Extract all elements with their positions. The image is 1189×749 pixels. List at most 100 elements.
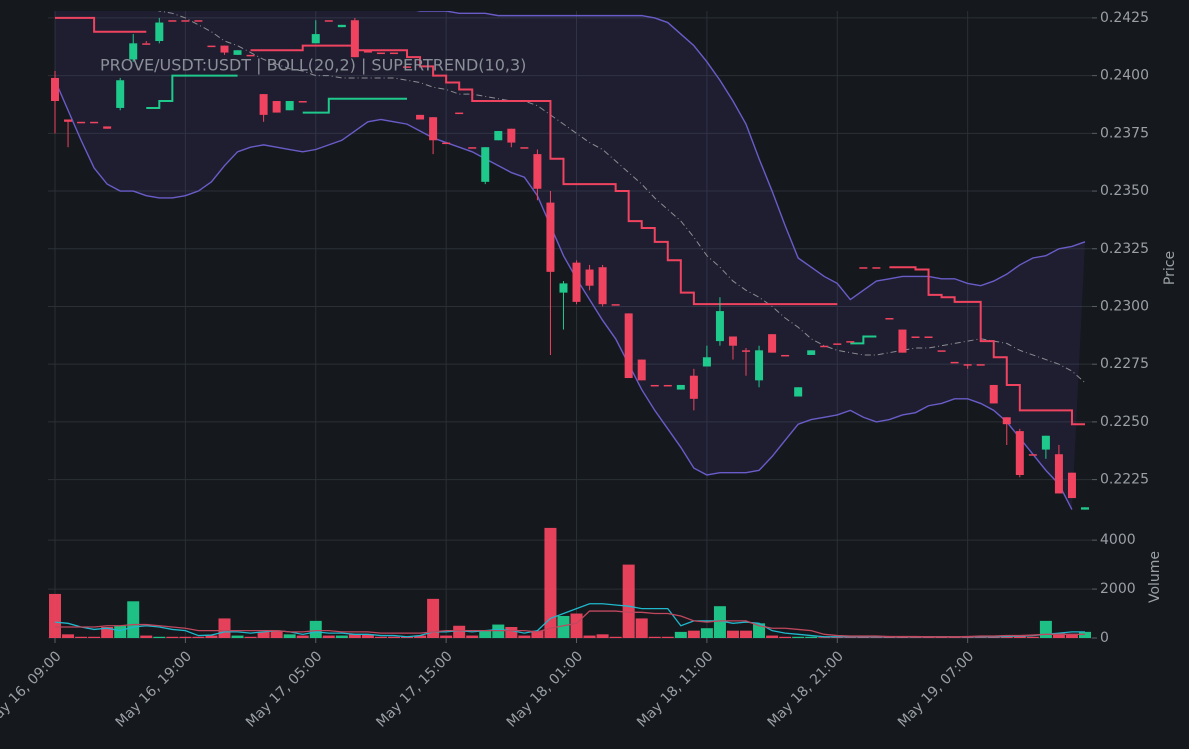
volume-bar xyxy=(88,636,101,638)
candle-body xyxy=(207,45,216,48)
y-tick-label: 0.2250 xyxy=(1100,414,1149,430)
candle-body xyxy=(285,101,294,111)
candle-body xyxy=(168,20,177,22)
candle-body xyxy=(507,128,516,143)
candle-body xyxy=(259,94,268,115)
candle-body xyxy=(90,121,99,124)
candle-body xyxy=(976,364,985,366)
candle-body xyxy=(324,20,333,22)
volume-bar xyxy=(244,636,257,638)
candle-body xyxy=(181,20,190,22)
candle-body xyxy=(937,350,946,352)
volume-bar xyxy=(101,626,114,638)
candle-body xyxy=(77,121,86,124)
candle-body xyxy=(116,80,125,108)
candle-body xyxy=(233,50,242,55)
y-tick-label: 0.2275 xyxy=(1100,356,1149,372)
y-tick-label: 4000 xyxy=(1100,532,1136,548)
candle-body xyxy=(389,52,398,55)
volume-bar xyxy=(1039,620,1052,638)
volume-bar xyxy=(726,630,739,638)
volume-bar xyxy=(75,636,88,638)
candle-body xyxy=(1015,431,1024,475)
candle-body xyxy=(689,375,698,399)
volume-bar xyxy=(296,635,309,638)
volume-bar xyxy=(1013,636,1026,638)
volume-bar xyxy=(114,625,127,638)
candle-body xyxy=(272,101,281,113)
candle-body xyxy=(64,119,73,122)
candle-body xyxy=(1054,454,1063,494)
volume-bar xyxy=(961,637,974,638)
candle-body xyxy=(51,77,59,102)
volume-bar xyxy=(49,593,61,638)
candle-body xyxy=(403,66,412,68)
volume-bar xyxy=(740,630,753,638)
volume-bar xyxy=(870,637,883,638)
candle-body xyxy=(742,350,751,352)
y-tick-label: 0.2350 xyxy=(1100,183,1149,199)
y-tick-label: 0 xyxy=(1100,630,1109,646)
candle-body xyxy=(885,318,894,320)
candle-body xyxy=(559,283,568,293)
y-axis-title: Volume xyxy=(1147,551,1163,603)
volume-bar xyxy=(427,598,440,638)
candle-body xyxy=(416,114,425,120)
volume-bar xyxy=(322,635,335,638)
volume-bar xyxy=(505,626,518,638)
volume-bar xyxy=(935,637,948,638)
supertrend-line xyxy=(146,74,877,345)
candle-body xyxy=(103,126,112,129)
y-tick-label: 0.2225 xyxy=(1100,472,1149,488)
candle-body xyxy=(298,101,307,103)
volume-bar xyxy=(909,637,922,638)
candle-body xyxy=(676,384,685,390)
band-line xyxy=(54,79,1073,510)
volume-bar xyxy=(622,564,635,638)
volume-bar xyxy=(374,636,387,638)
volume-bar xyxy=(192,636,205,638)
candle-body xyxy=(624,313,633,379)
candle-body xyxy=(585,269,594,286)
chart-title: PROVE/USDT:USDT | BOLL(20,2) | SUPERTREN… xyxy=(100,56,526,75)
volume-bar xyxy=(687,630,700,638)
candle-body xyxy=(533,154,542,189)
candle-body xyxy=(442,142,451,145)
volume-bar xyxy=(361,634,374,638)
volume-bar xyxy=(270,630,283,638)
candle-body xyxy=(637,359,646,381)
volume-bar xyxy=(231,635,244,638)
volume-bar xyxy=(557,615,570,638)
candle-body xyxy=(468,147,477,149)
candle-body xyxy=(1081,507,1089,510)
volume-bar xyxy=(348,634,361,638)
candle-body xyxy=(481,147,490,182)
volume-bar xyxy=(596,634,609,638)
volume-ma-line xyxy=(55,610,1085,638)
candle-body xyxy=(963,364,972,366)
candle-body xyxy=(155,22,164,42)
candle-body xyxy=(220,45,229,53)
candle-body xyxy=(1067,472,1076,499)
volume-bar xyxy=(466,635,479,638)
candle-body xyxy=(129,43,138,60)
volume-bar xyxy=(635,618,648,638)
volume-bar xyxy=(140,635,153,638)
volume-bar xyxy=(648,636,661,638)
volume-bar xyxy=(440,635,453,638)
candle-body xyxy=(989,384,998,404)
band-fill xyxy=(55,11,1085,510)
volume-bar xyxy=(570,613,583,638)
candle-body xyxy=(1002,417,1011,425)
candle-body xyxy=(429,117,438,141)
candle-body xyxy=(455,112,464,115)
volume-bar xyxy=(661,636,674,638)
volume-bar xyxy=(609,636,622,638)
volume-bar xyxy=(153,636,166,638)
volume-bar xyxy=(818,637,831,638)
volume-bar xyxy=(479,630,492,638)
candle-body xyxy=(350,20,359,58)
candle-body xyxy=(768,334,777,353)
candle-body xyxy=(846,341,855,343)
candle-body xyxy=(520,147,529,149)
